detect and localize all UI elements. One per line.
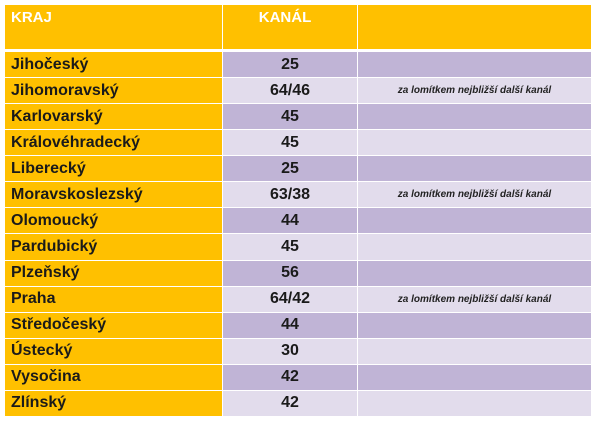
channel-cell: 44 xyxy=(222,207,358,235)
region-cell: Vysočina xyxy=(4,363,223,391)
region-cell: Pardubický xyxy=(4,233,223,261)
channel-table-container: KRAJ KANÁL Jihočeský 25 Jihomoravský 64/46 z… xyxy=(4,4,592,418)
table-row: Pardubický 45 xyxy=(4,233,592,261)
header-extra xyxy=(357,4,592,51)
channel-cell: 42 xyxy=(222,363,358,391)
region-cell: Moravskoslezský xyxy=(4,181,223,209)
note-cell xyxy=(357,259,592,287)
channel-cell: 64/46 xyxy=(222,77,358,105)
channel-cell: 25 xyxy=(222,49,358,79)
channel-cell: 64/42 xyxy=(222,285,358,313)
note-cell xyxy=(357,155,592,183)
channel-cell: 63/38 xyxy=(222,181,358,209)
table-row: Královéhradecký 45 xyxy=(4,129,592,157)
table-row: Vysočina 42 xyxy=(4,363,592,391)
note-cell xyxy=(357,233,592,261)
channel-cell: 45 xyxy=(222,129,358,157)
note-cell xyxy=(357,363,592,391)
region-cell: Olomoucký xyxy=(4,207,223,235)
table-row: Středočeský 44 xyxy=(4,311,592,339)
region-cell: Ústecký xyxy=(4,337,223,365)
note-cell: za lomítkem nejbližší další kanál xyxy=(357,181,592,209)
header-kanal: KANÁL xyxy=(222,4,358,51)
note-cell xyxy=(357,337,592,365)
channel-cell: 42 xyxy=(222,389,358,418)
note-cell xyxy=(357,207,592,235)
table-row: Zlínský 42 xyxy=(4,389,592,418)
region-cell: Jihomoravský xyxy=(4,77,223,105)
region-cell: Liberecký xyxy=(4,155,223,183)
region-cell: Královéhradecký xyxy=(4,129,223,157)
table-row: Praha 64/42 za lomítkem nejbližší další ka… xyxy=(4,285,592,313)
note-cell xyxy=(357,311,592,339)
channel-cell: 44 xyxy=(222,311,358,339)
channel-cell: 30 xyxy=(222,337,358,365)
table-row: Jihomoravský 64/46 za lomítkem nejbližší d… xyxy=(4,77,592,105)
region-cell: Středočeský xyxy=(4,311,223,339)
note-cell xyxy=(357,103,592,131)
table-row: Jihočeský 25 xyxy=(4,49,592,79)
table-row: Liberecký 25 xyxy=(4,155,592,183)
table-body: Jihočeský 25 Jihomoravský 64/46 za lomítkem … xyxy=(4,49,592,418)
channel-table: KRAJ KANÁL Jihočeský 25 Jihomoravský 64/46 z… xyxy=(4,4,592,418)
region-cell: Plzeňský xyxy=(4,259,223,287)
region-cell: Jihočeský xyxy=(4,49,223,79)
table-row: Ústecký 30 xyxy=(4,337,592,365)
table-row: Olomoucký 44 xyxy=(4,207,592,235)
table-row: Karlovarský 45 xyxy=(4,103,592,131)
channel-cell: 45 xyxy=(222,233,358,261)
table-row: Plzeňský 56 xyxy=(4,259,592,287)
note-cell xyxy=(357,49,592,79)
note-cell: za lomítkem nejbližší další kanál xyxy=(357,77,592,105)
channel-cell: 56 xyxy=(222,259,358,287)
region-cell: Karlovarský xyxy=(4,103,223,131)
region-cell: Zlínský xyxy=(4,389,223,418)
region-cell: Praha xyxy=(4,285,223,313)
note-cell xyxy=(357,129,592,157)
note-cell: za lomítkem nejbližší další kanál xyxy=(357,285,592,313)
table-row: Moravskoslezský 63/38 za lomítkem nejbližš… xyxy=(4,181,592,209)
note-cell xyxy=(357,389,592,418)
channel-cell: 45 xyxy=(222,103,358,131)
channel-cell: 25 xyxy=(222,155,358,183)
header-kraj: KRAJ xyxy=(4,4,223,51)
table-header-row: KRAJ KANÁL xyxy=(4,4,592,51)
